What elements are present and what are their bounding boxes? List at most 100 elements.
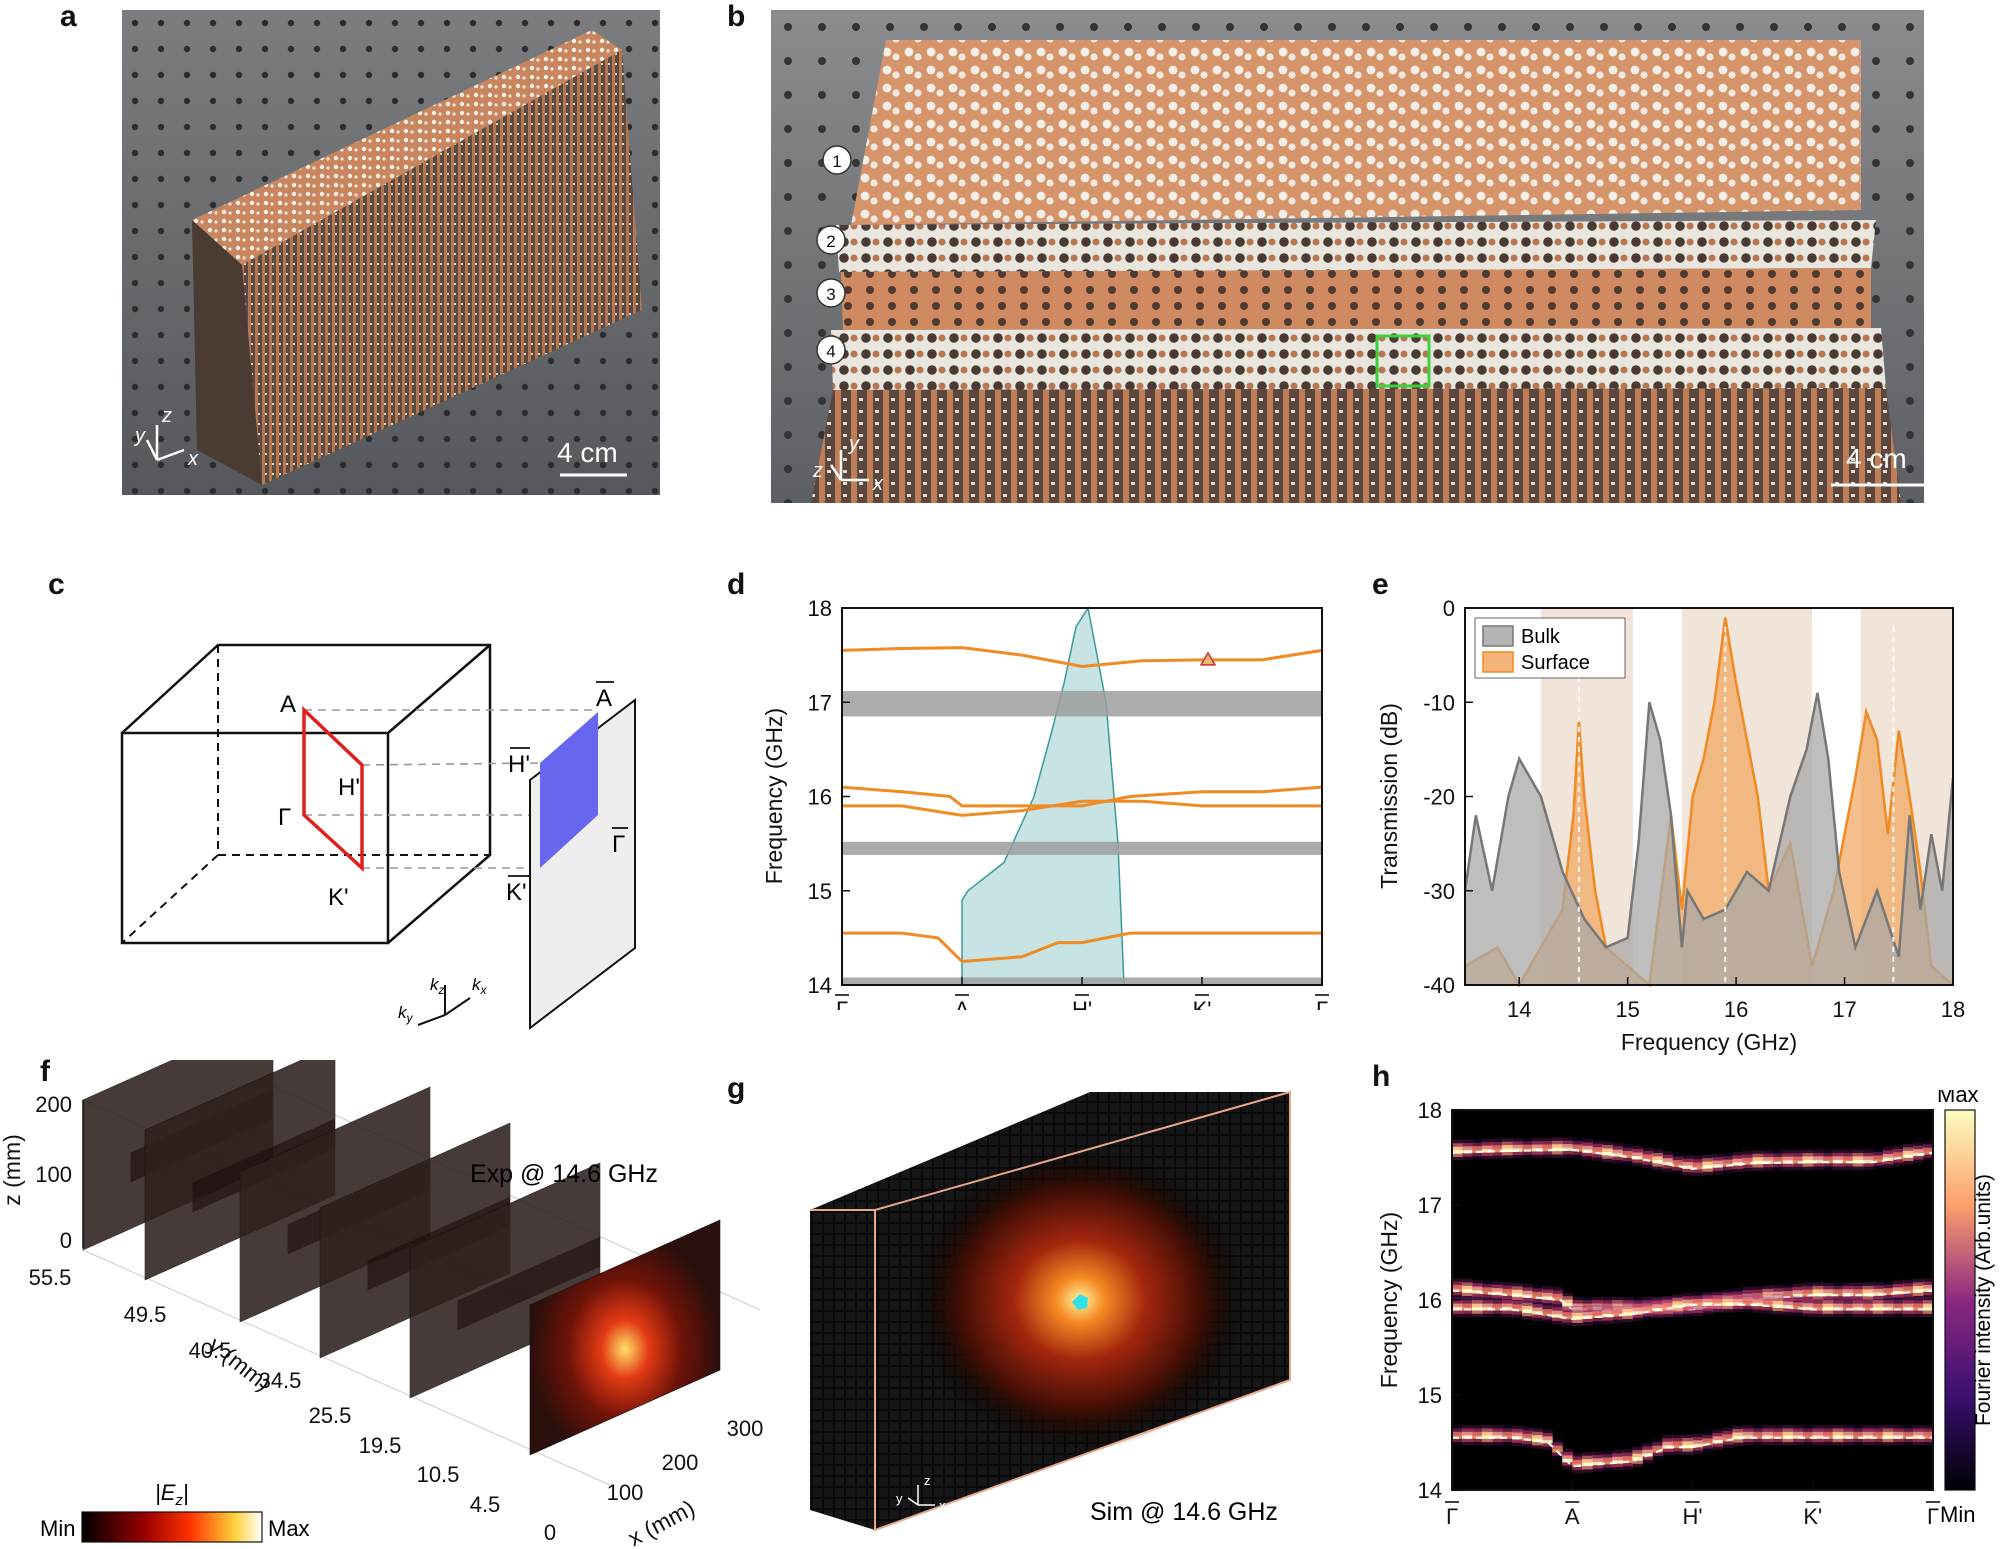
panel-h-cell bbox=[1612, 1146, 1623, 1154]
panel-h-cell bbox=[1922, 1300, 1934, 1308]
panel-h-cell bbox=[1642, 1446, 1653, 1454]
panel-b-layer-markers: 1 2 3 4 bbox=[816, 145, 852, 365]
panel-label-g: g bbox=[727, 1072, 746, 1105]
panel-h-cell bbox=[1572, 1466, 1583, 1474]
panel-h-cell bbox=[1862, 1152, 1874, 1160]
panel-h-cell bbox=[1902, 1147, 1914, 1155]
panel-c-cube-hidden-edges bbox=[121, 645, 490, 944]
panel-h-cell bbox=[1922, 1438, 1934, 1446]
panel-h-cell bbox=[1792, 1295, 1804, 1303]
panel-h-cell bbox=[1532, 1300, 1543, 1308]
panel-h-cell bbox=[1452, 1428, 1463, 1436]
panel-h-cell bbox=[1622, 1455, 1633, 1463]
panel-h-cell bbox=[1602, 1296, 1613, 1304]
panel-e-ylabel: Transmission (dB) bbox=[1376, 703, 1402, 889]
panel-h-cell bbox=[1462, 1142, 1473, 1150]
panel-h-ytick-18: 18 bbox=[1418, 1098, 1442, 1123]
panel-h-cell bbox=[1452, 1284, 1463, 1292]
panel-h-cell bbox=[1562, 1318, 1573, 1326]
panel-h-cell bbox=[1852, 1300, 1864, 1308]
panel-h-cell bbox=[1522, 1440, 1533, 1448]
panel-h-cell bbox=[1872, 1148, 1884, 1156]
panel-h-cell bbox=[1462, 1425, 1473, 1433]
panel-a-axis-x: x bbox=[187, 448, 199, 470]
panel-h-cell bbox=[1922, 1296, 1934, 1304]
panel-h-cell bbox=[1692, 1169, 1704, 1177]
panel-h-cell bbox=[1832, 1282, 1844, 1290]
panel-h-cell bbox=[1662, 1299, 1673, 1307]
panel-h-cell bbox=[1482, 1300, 1493, 1308]
panel-h-cell bbox=[1652, 1438, 1663, 1446]
panel-h-cell bbox=[1852, 1289, 1864, 1297]
panel-h-cell bbox=[1462, 1282, 1473, 1290]
panel-d-surface-band-4 bbox=[842, 931, 1322, 963]
panel-h-cell bbox=[1912, 1303, 1924, 1311]
panel-h-cell bbox=[1812, 1300, 1824, 1308]
panel-h-cell bbox=[1922, 1144, 1934, 1152]
panel-h-cell bbox=[1562, 1312, 1573, 1320]
panel-e-xtick-17: 17 bbox=[1832, 997, 1856, 1022]
panel-h-cell bbox=[1742, 1295, 1754, 1303]
panel-h-cell bbox=[1832, 1152, 1844, 1160]
panel-h-cell bbox=[1642, 1300, 1653, 1308]
panel-d-ytick-18: 18 bbox=[808, 596, 832, 621]
panel-f-colorbar-title: |Ez| bbox=[155, 1480, 189, 1509]
panel-h-cell bbox=[1832, 1149, 1844, 1157]
panel-h-cell bbox=[1612, 1306, 1623, 1314]
panel-c-label-K: K' bbox=[328, 884, 349, 911]
panel-h-cell bbox=[1492, 1151, 1503, 1159]
panel-h-cell bbox=[1522, 1141, 1533, 1149]
panel-d-marker bbox=[1199, 651, 1217, 666]
panel-h-cell bbox=[1552, 1137, 1563, 1145]
panel-c-diagram: A H' Γ K' A H' Γ K' kz kx ky bbox=[120, 643, 636, 1030]
panel-h-cell bbox=[1732, 1429, 1744, 1437]
panel-h-cell bbox=[1452, 1281, 1463, 1289]
panel-h-cell bbox=[1842, 1428, 1854, 1436]
panel-b-layer-4: 4 bbox=[826, 342, 835, 361]
panel-h-cell bbox=[1492, 1300, 1503, 1308]
panel-h-cell bbox=[1712, 1429, 1724, 1437]
panel-f-y-tick-6: 10.5 bbox=[417, 1462, 460, 1487]
panel-h-cell bbox=[1672, 1166, 1683, 1174]
panel-h-cell bbox=[1572, 1309, 1583, 1317]
panel-h-cell bbox=[1822, 1149, 1834, 1157]
panel-d-bulk-band-1 bbox=[842, 690, 1322, 717]
panel-h-cell bbox=[1572, 1151, 1583, 1159]
panel-h-cell bbox=[1502, 1288, 1513, 1296]
panel-h-cell bbox=[1872, 1285, 1884, 1293]
panel-e-xtick-16: 16 bbox=[1724, 997, 1748, 1022]
panel-h-cell bbox=[1522, 1433, 1533, 1441]
panel-e-yticks: 0 -10 -20 -30 -40 bbox=[1423, 596, 1473, 998]
panel-h-cell bbox=[1552, 1287, 1563, 1295]
panel-d-xticks: Γ A H' K' Γ bbox=[835, 977, 1329, 1010]
panel-h-cell bbox=[1842, 1296, 1854, 1304]
panel-h-cell bbox=[1712, 1153, 1724, 1161]
panel-h-cell bbox=[1762, 1425, 1774, 1433]
panel-h-cell bbox=[1642, 1151, 1653, 1159]
panel-h-cell bbox=[1642, 1147, 1653, 1155]
panel-h-cell bbox=[1922, 1425, 1934, 1433]
panel-c-label-H: H' bbox=[338, 774, 360, 801]
panel-h-cell bbox=[1872, 1155, 1884, 1163]
panel-h-cell bbox=[1572, 1305, 1583, 1313]
panel-h-cell bbox=[1452, 1431, 1463, 1439]
panel-h-cell bbox=[1582, 1303, 1593, 1311]
panel-h-cell bbox=[1912, 1279, 1924, 1287]
panel-h-cell bbox=[1742, 1425, 1754, 1433]
panel-g-axis-z: z bbox=[924, 1473, 931, 1488]
panel-h-cell bbox=[1892, 1428, 1904, 1436]
panel-h-cell bbox=[1572, 1137, 1583, 1145]
panel-h-cell bbox=[1522, 1302, 1533, 1310]
panel-h-cell bbox=[1802, 1296, 1814, 1304]
panel-h-cell bbox=[1902, 1283, 1914, 1291]
panel-h-cell bbox=[1462, 1296, 1473, 1304]
panel-h-cell bbox=[1852, 1295, 1864, 1303]
panel-h-cell bbox=[1632, 1304, 1643, 1312]
panel-g-chart: z x y Sim @ 14.6 GHz bbox=[810, 1090, 1291, 1532]
panel-h-cell bbox=[1462, 1428, 1473, 1436]
panel-c-surface-bz bbox=[540, 712, 598, 868]
panel-g-annotation: Sim @ 14.6 GHz bbox=[1090, 1498, 1278, 1526]
panel-h-cell bbox=[1732, 1151, 1744, 1159]
panel-h-cell bbox=[1532, 1428, 1543, 1436]
panel-h-cell bbox=[1562, 1448, 1573, 1456]
